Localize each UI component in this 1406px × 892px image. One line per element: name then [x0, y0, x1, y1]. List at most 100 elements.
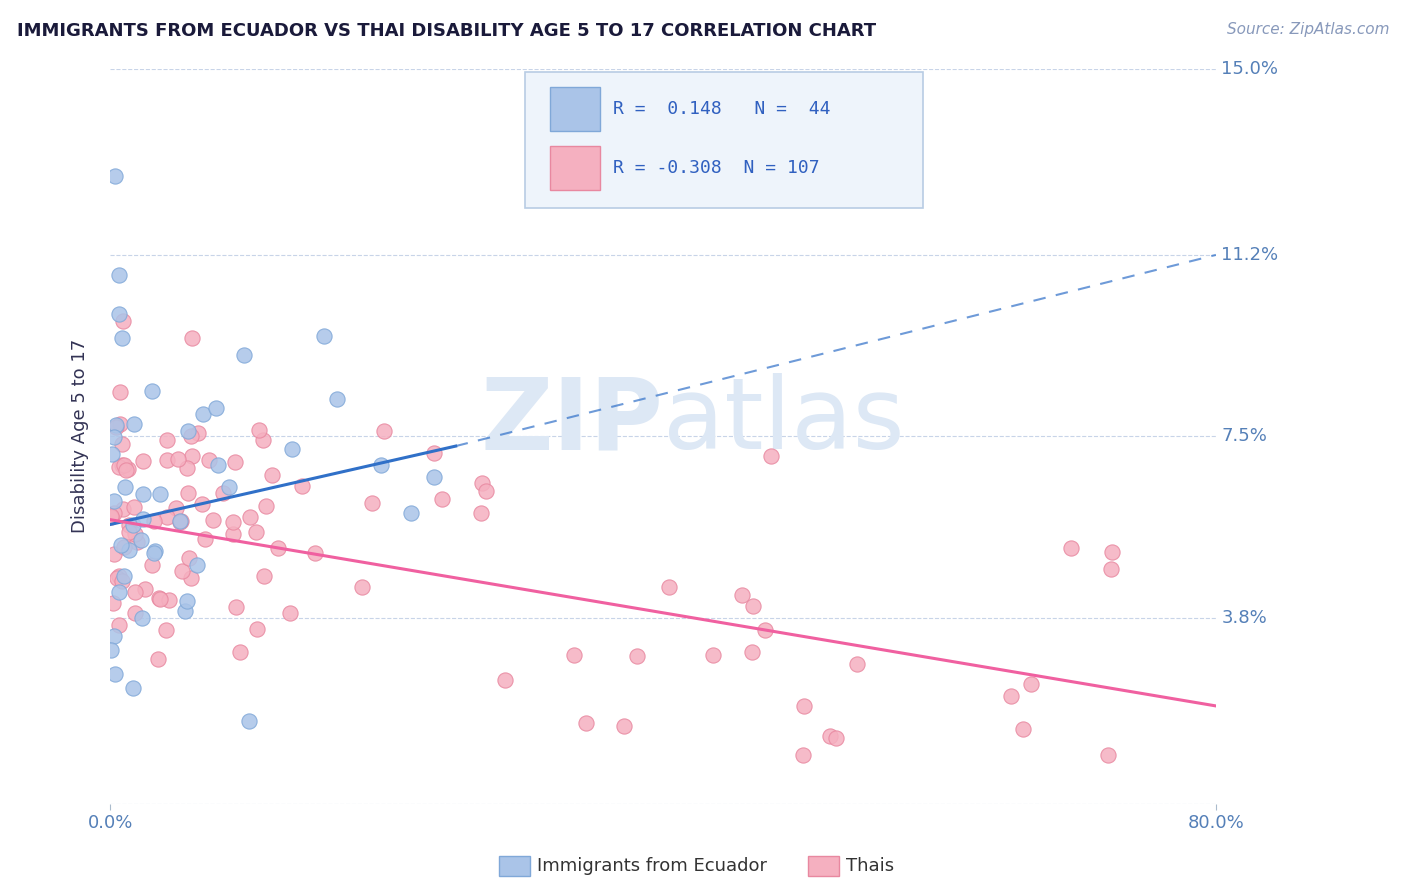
Text: 3.8%: 3.8%	[1222, 608, 1267, 627]
Point	[180, 571, 202, 585]
Point	[1000, 689, 1022, 703]
Point	[117, 542, 139, 557]
Point	[562, 648, 585, 663]
Text: IMMIGRANTS FROM ECUADOR VS THAI DISABILITY AGE 5 TO 17 CORRELATION CHART: IMMIGRANTS FROM ECUADOR VS THAI DISABILI…	[17, 22, 876, 40]
Point	[177, 425, 200, 439]
Point	[122, 518, 145, 533]
Point	[134, 582, 156, 597]
Point	[112, 314, 135, 328]
Point	[103, 629, 125, 643]
Text: 7.5%: 7.5%	[1222, 427, 1267, 445]
Point	[122, 500, 145, 514]
Point	[167, 452, 190, 467]
Point	[222, 526, 245, 541]
Point	[180, 428, 202, 442]
Point	[423, 470, 446, 484]
Text: Thais: Thais	[846, 857, 894, 875]
Point	[224, 455, 246, 469]
Point	[155, 623, 177, 637]
Point	[262, 467, 284, 482]
Point	[124, 585, 146, 599]
Point	[156, 453, 179, 467]
Point	[218, 480, 240, 494]
Point	[132, 487, 155, 501]
Point	[245, 524, 267, 539]
Point	[207, 458, 229, 472]
Point	[820, 730, 842, 744]
Point	[111, 437, 134, 451]
Point	[100, 447, 122, 461]
Point	[108, 417, 131, 431]
Point	[238, 510, 260, 524]
Point	[100, 509, 122, 524]
Text: R =  0.148   N =  44: R = 0.148 N = 44	[613, 100, 831, 118]
Text: 11.2%: 11.2%	[1222, 246, 1278, 264]
Point	[118, 518, 141, 533]
Point	[148, 591, 170, 606]
Point	[742, 599, 765, 613]
Point	[100, 509, 122, 524]
Text: Immigrants from Ecuador: Immigrants from Ecuador	[537, 857, 768, 875]
Point	[143, 514, 166, 528]
Point	[361, 496, 384, 510]
Point	[111, 574, 134, 589]
Point	[658, 580, 681, 594]
Point	[121, 681, 143, 695]
Point	[613, 718, 636, 732]
Point	[103, 494, 125, 508]
Point	[825, 731, 848, 746]
FancyBboxPatch shape	[524, 72, 922, 209]
Point	[212, 485, 235, 500]
Point	[370, 458, 392, 472]
Point	[179, 550, 201, 565]
Point	[169, 515, 191, 529]
Point	[141, 558, 163, 572]
Point	[114, 480, 136, 494]
Point	[107, 268, 129, 282]
Point	[186, 558, 208, 572]
Point	[176, 461, 198, 475]
Point	[105, 571, 128, 585]
Point	[229, 645, 252, 659]
Point	[198, 452, 221, 467]
Point	[155, 510, 177, 524]
Point	[626, 648, 648, 663]
Point	[176, 594, 198, 608]
Point	[165, 501, 187, 516]
Point	[432, 492, 454, 507]
Point	[232, 349, 254, 363]
Point	[793, 699, 815, 714]
Point	[112, 569, 135, 583]
Text: R = -0.308  N = 107: R = -0.308 N = 107	[613, 159, 820, 177]
Point	[470, 506, 492, 520]
Point	[180, 331, 202, 345]
Point	[108, 307, 131, 321]
Point	[304, 546, 326, 560]
Point	[143, 545, 166, 559]
Point	[111, 331, 134, 345]
Point	[238, 714, 260, 729]
Point	[103, 430, 125, 444]
Point	[107, 585, 129, 599]
Point	[112, 458, 135, 472]
Point	[129, 533, 152, 547]
Point	[181, 450, 204, 464]
Point	[107, 459, 129, 474]
FancyBboxPatch shape	[550, 145, 600, 190]
Point	[1099, 561, 1122, 575]
Point	[149, 591, 172, 606]
Point	[494, 673, 516, 688]
Point	[475, 483, 498, 498]
Point	[132, 512, 155, 526]
Point	[114, 463, 136, 477]
Point	[702, 648, 724, 662]
Point	[575, 716, 598, 731]
Point	[759, 450, 782, 464]
Point	[399, 506, 422, 520]
Point	[156, 434, 179, 448]
Point	[101, 596, 124, 610]
Point	[281, 442, 304, 456]
Point	[105, 418, 128, 433]
Point	[157, 593, 180, 607]
Point	[172, 564, 194, 578]
